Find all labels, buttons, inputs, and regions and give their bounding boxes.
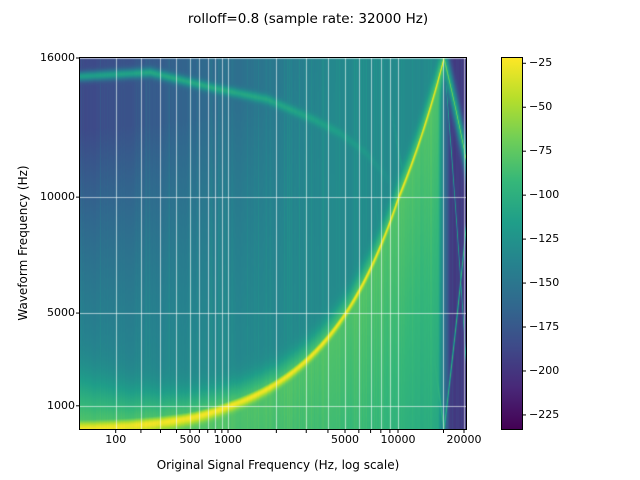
y-tick-label: 10000 [40, 190, 75, 204]
spectrogram-heatmap [80, 58, 466, 429]
colorbar-tick-label: −25 [529, 56, 553, 70]
x-axis-label: Original Signal Frequency (Hz, log scale… [156, 458, 400, 472]
colorbar [502, 58, 522, 429]
colorbar-tick-label: −125 [529, 232, 560, 246]
plot-title: rolloff=0.8 (sample rate: 32000 Hz) [187, 11, 429, 27]
colorbar-tick-label: −50 [529, 100, 553, 114]
x-tick-label: 1000 [213, 433, 242, 446]
x-tick-label: 10000 [380, 433, 416, 446]
colorbar-tick-label: −150 [529, 276, 560, 290]
x-tick-label: 500 [179, 433, 201, 446]
y-tick-label: 16000 [40, 51, 75, 64]
colorbar-tick-label: −100 [529, 188, 560, 202]
colorbar-tick-label: −225 [529, 407, 560, 421]
y-tick-label: 5000 [47, 306, 75, 320]
x-tick-label: 100 [105, 433, 127, 446]
y-axis-label: Waveform Frequency (Hz) [16, 165, 30, 321]
x-tick-label: 20000 [446, 433, 482, 446]
y-tick-label: 1000 [47, 398, 75, 412]
colorbar-tick-label: −175 [529, 320, 560, 334]
colorbar-tick-label: −75 [529, 144, 553, 158]
x-tick-label: 5000 [330, 433, 359, 446]
colorbar-tick-label: −200 [529, 363, 560, 377]
